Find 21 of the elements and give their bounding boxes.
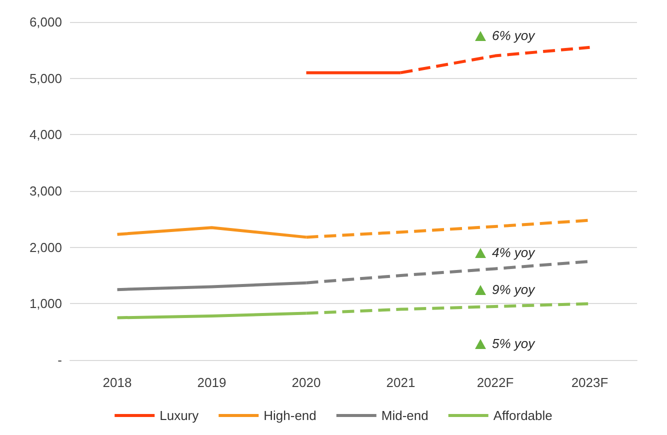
x-tick-label: 2023F [571,375,608,390]
y-tick-label: 1,000 [29,296,62,312]
annotation: 4% yoy [492,245,535,260]
annotation: 6% yoy [492,28,535,43]
x-tick-label: 2020 [292,375,321,390]
x-tick-label: 2019 [197,375,226,390]
y-tick-label: 5,000 [29,70,62,86]
x-tick-label: 2018 [102,375,132,390]
legend-label: Affordable [493,408,552,423]
y-tick-label: 3,000 [29,184,62,198]
annotation: 5% yoy [492,336,535,351]
legend-label: High-end [264,408,316,423]
y-tick-label: 6,000 [29,14,62,30]
y-tick-label: 4,000 [29,127,62,142]
legend-label: Mid-end [381,408,428,423]
y-tick-label: 2,000 [29,240,62,255]
x-tick-label: 2022F [476,375,514,390]
annotation: 9% yoy [492,282,535,297]
legend-label: Luxury [160,408,200,423]
x-tick-label: 2021 [386,375,416,390]
y-tick-label: - [58,352,62,368]
